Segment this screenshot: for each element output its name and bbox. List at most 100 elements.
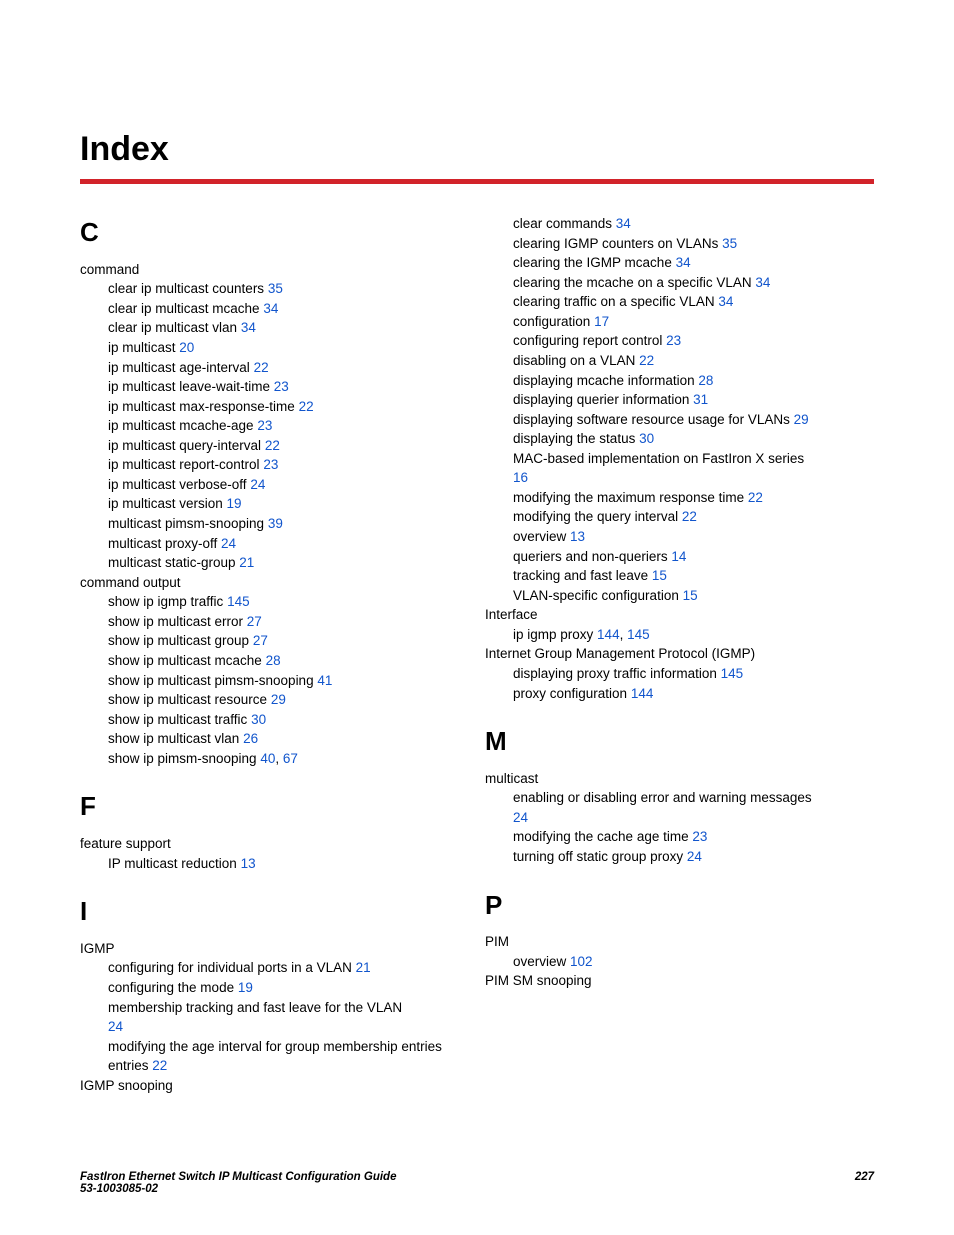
- index-entry: modifying the query interval 22: [513, 507, 874, 527]
- section-letter-f: F: [80, 788, 469, 826]
- page-link[interactable]: 30: [639, 431, 654, 446]
- index-entry: displaying querier information 31: [513, 390, 874, 410]
- page-link[interactable]: 26: [243, 731, 258, 746]
- index-entry: ip multicast version 19: [108, 494, 469, 514]
- page-link[interactable]: 14: [671, 549, 686, 564]
- index-entry: clearing IGMP counters on VLANs 35: [513, 234, 874, 254]
- index-entry: multicast pimsm-snooping 39: [108, 514, 469, 534]
- page-link[interactable]: 27: [253, 633, 268, 648]
- page-link[interactable]: 17: [594, 314, 609, 329]
- index-entry: show ip multicast mcache 28: [108, 651, 469, 671]
- page-link[interactable]: 22: [254, 360, 269, 375]
- section-letter-c: C: [80, 214, 469, 252]
- page-link[interactable]: 13: [570, 529, 585, 544]
- index-entry: clear ip multicast vlan 34: [108, 318, 469, 338]
- page-link[interactable]: 35: [268, 281, 283, 296]
- page-link[interactable]: 22: [639, 353, 654, 368]
- index-entry: configuration 17: [513, 312, 874, 332]
- page-link[interactable]: 23: [692, 829, 707, 844]
- index-entry: ip igmp proxy 144, 145: [513, 625, 874, 645]
- index-entry: modifying the cache age time 23: [513, 827, 874, 847]
- index-entry: displaying the status 30: [513, 429, 874, 449]
- page-link[interactable]: 21: [356, 960, 371, 975]
- section-letter-p: P: [485, 887, 874, 925]
- topic: Interface: [485, 605, 874, 625]
- index-entry: clear ip multicast counters 35: [108, 279, 469, 299]
- page-link[interactable]: 41: [317, 673, 332, 688]
- page-link[interactable]: 22: [299, 399, 314, 414]
- index-entry: ip multicast leave-wait-time 23: [108, 377, 469, 397]
- page-link[interactable]: 40: [260, 751, 275, 766]
- page-link[interactable]: 29: [794, 412, 809, 427]
- topic: PIM: [485, 932, 874, 952]
- left-column: C command clear ip multicast counters 35…: [80, 214, 469, 1095]
- page-link[interactable]: 22: [152, 1058, 167, 1073]
- index-entry: modifying the maximum response time 22: [513, 488, 874, 508]
- topic: IGMP: [80, 939, 469, 959]
- page-link[interactable]: 24: [221, 536, 236, 551]
- page-link[interactable]: 144: [597, 627, 620, 642]
- page-link[interactable]: 34: [676, 255, 691, 270]
- page-link[interactable]: 23: [274, 379, 289, 394]
- page-link[interactable]: 34: [755, 275, 770, 290]
- footer-page-number: 227: [855, 1171, 874, 1195]
- index-entry: membership tracking and fast leave for t…: [108, 998, 469, 1037]
- page-link[interactable]: 19: [227, 496, 242, 511]
- index-entry: ip multicast max-response-time 22: [108, 397, 469, 417]
- page-link[interactable]: 24: [513, 810, 528, 825]
- page-link[interactable]: 16: [513, 470, 528, 485]
- index-entry: clear ip multicast mcache 34: [108, 299, 469, 319]
- page-link[interactable]: 102: [570, 954, 593, 969]
- page-link[interactable]: 145: [721, 666, 744, 681]
- page-link[interactable]: 34: [718, 294, 733, 309]
- section-letter-i: I: [80, 893, 469, 931]
- page-link[interactable]: 24: [687, 849, 702, 864]
- page-link[interactable]: 145: [227, 594, 250, 609]
- index-entry: displaying software resource usage for V…: [513, 410, 874, 430]
- page-link[interactable]: 22: [748, 490, 763, 505]
- index-entry: displaying mcache information 28: [513, 371, 874, 391]
- page-link[interactable]: 15: [652, 568, 667, 583]
- page-link[interactable]: 35: [722, 236, 737, 251]
- page-link[interactable]: 23: [263, 457, 278, 472]
- page-link[interactable]: 28: [698, 373, 713, 388]
- page-link[interactable]: 23: [257, 418, 272, 433]
- index-columns: C command clear ip multicast counters 35…: [80, 214, 874, 1095]
- index-entry: queriers and non-queriers 14: [513, 547, 874, 567]
- page-link[interactable]: 24: [250, 477, 265, 492]
- page-link[interactable]: 21: [239, 555, 254, 570]
- page-link[interactable]: 22: [682, 509, 697, 524]
- index-entry: IP multicast reduction 13: [108, 854, 469, 874]
- index-entry: show ip multicast traffic 30: [108, 710, 469, 730]
- page-link[interactable]: 30: [251, 712, 266, 727]
- page-link[interactable]: 34: [616, 216, 631, 231]
- page-link[interactable]: 34: [241, 320, 256, 335]
- page-link[interactable]: 29: [271, 692, 286, 707]
- page-link[interactable]: 31: [693, 392, 708, 407]
- page-link[interactable]: 39: [268, 516, 283, 531]
- page-link[interactable]: 27: [247, 614, 262, 629]
- index-entry: multicast proxy-off 24: [108, 534, 469, 554]
- page-link[interactable]: 20: [179, 340, 194, 355]
- topic: PIM SM snooping: [485, 971, 874, 991]
- page-link[interactable]: 34: [263, 301, 278, 316]
- index-entry: show ip pimsm-snooping 40, 67: [108, 749, 469, 769]
- index-entry: show ip multicast resource 29: [108, 690, 469, 710]
- page-link[interactable]: 22: [265, 438, 280, 453]
- page-link[interactable]: 145: [627, 627, 650, 642]
- page-link[interactable]: 19: [238, 980, 253, 995]
- index-entry: ip multicast mcache-age 23: [108, 416, 469, 436]
- index-entry: ip multicast query-interval 22: [108, 436, 469, 456]
- topic: IGMP snooping: [80, 1076, 469, 1096]
- index-entry: turning off static group proxy 24: [513, 847, 874, 867]
- page-link[interactable]: 23: [666, 333, 681, 348]
- page-link[interactable]: 67: [283, 751, 298, 766]
- topic: feature support: [80, 834, 469, 854]
- index-entry: configuring for individual ports in a VL…: [108, 958, 469, 978]
- page-link[interactable]: 13: [241, 856, 256, 871]
- page-link[interactable]: 28: [266, 653, 281, 668]
- page-link[interactable]: 15: [683, 588, 698, 603]
- page-link[interactable]: 24: [108, 1019, 123, 1034]
- index-entry: ip multicast verbose-off 24: [108, 475, 469, 495]
- page-link[interactable]: 144: [631, 686, 654, 701]
